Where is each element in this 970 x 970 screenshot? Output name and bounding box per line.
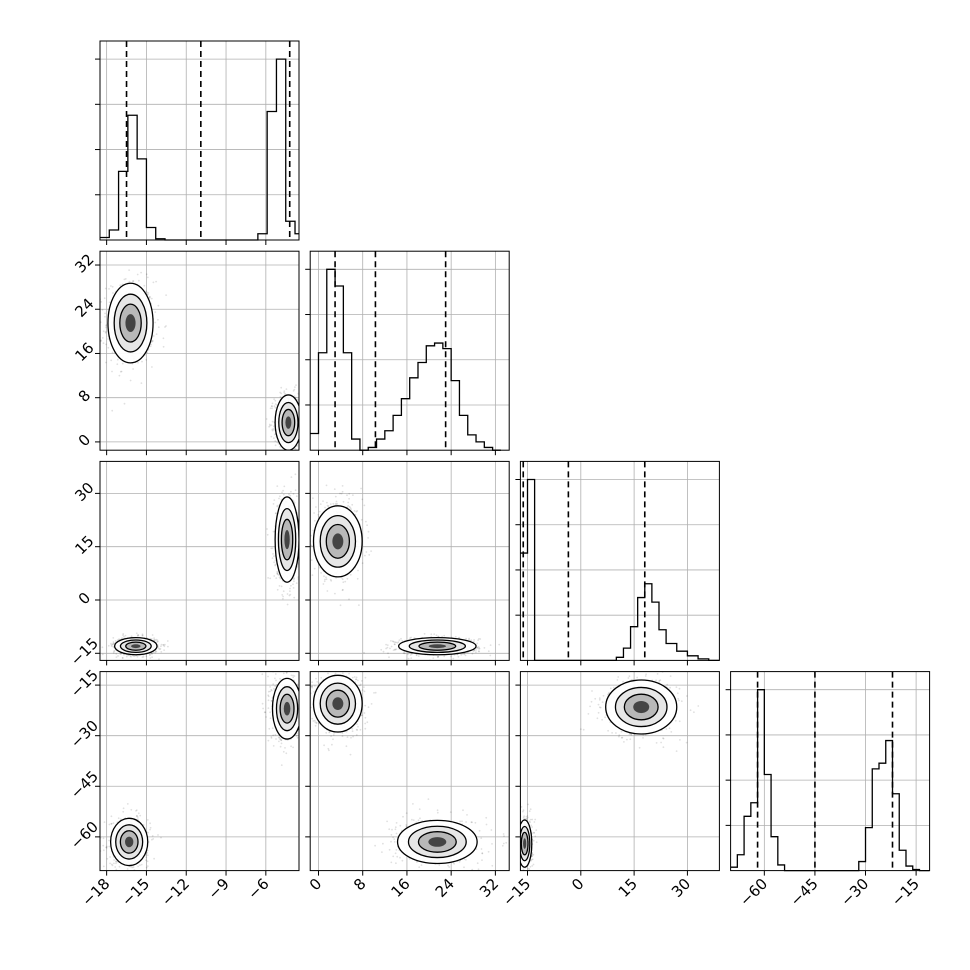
density-contour-3 (125, 314, 136, 333)
density-contour-3 (428, 644, 447, 649)
y-tick-label: −30 (67, 717, 102, 752)
panel-frame (519, 671, 720, 872)
histogram-panel-0 (95, 40, 300, 241)
x-tick-label: 0 (568, 875, 587, 894)
x-tick-label: −30 (837, 875, 872, 910)
x-tick-label: 0 (306, 875, 325, 894)
y-tick-label: −45 (67, 767, 102, 802)
density-contour-3 (633, 700, 650, 714)
density-contour-3 (332, 697, 344, 711)
density-contour-3 (332, 533, 344, 550)
y-tick-label: −15 (67, 666, 102, 701)
panel-frame (309, 671, 510, 872)
density-contour-3 (285, 416, 292, 429)
x-tick-label: −6 (244, 875, 272, 903)
y-tick-label: 16 (71, 339, 97, 365)
x-tick-label: 30 (668, 875, 694, 901)
panel-frame (519, 460, 720, 661)
panel-frame (99, 671, 300, 872)
x-tick-label: −15 (118, 875, 153, 910)
x-tick-label: −12 (158, 875, 193, 910)
y-tick-label: 8 (75, 386, 94, 405)
panel-frame (99, 460, 300, 661)
x-tick-label: 8 (350, 875, 369, 894)
density-contour-3 (284, 529, 290, 550)
histogram-step-1 (310, 268, 501, 451)
x-tick-label: 15 (615, 875, 641, 901)
y-tick-label: 0 (75, 431, 94, 450)
density-contour-3 (125, 836, 134, 848)
x-tick-label: −9 (204, 875, 232, 903)
density-contour-3 (523, 838, 527, 849)
panel-frame (730, 671, 931, 872)
histogram-panel-2 (515, 460, 720, 662)
scatter-panel-3-1 (309, 671, 510, 872)
scatter-panel-2-0 (99, 460, 300, 661)
x-tick-label: 24 (432, 875, 458, 901)
panel-frame (99, 40, 300, 241)
density-contour-3 (283, 701, 291, 716)
y-tick-label: 15 (71, 532, 97, 558)
y-tick-label: −60 (67, 818, 102, 853)
density-contour-3 (131, 644, 141, 649)
x-tick-label: −15 (888, 875, 923, 910)
y-tick-label: −15 (67, 634, 102, 669)
histogram-panel-1 (305, 250, 510, 451)
x-tick-label: −15 (499, 875, 534, 910)
density-contour-3 (428, 837, 447, 847)
y-tick-label: 30 (71, 479, 97, 505)
x-tick-label: 16 (388, 875, 414, 901)
scatter-panel-3-0 (99, 671, 300, 872)
scatter-panel-1-0 (99, 250, 300, 451)
x-tick-label: −45 (787, 875, 822, 910)
histogram-panel-3 (725, 671, 931, 872)
scatter-panel-3-2 (519, 671, 720, 872)
panel-frame (309, 460, 510, 661)
y-tick-label: 0 (75, 589, 94, 608)
y-tick-label: 24 (71, 295, 97, 321)
panel-frame (309, 250, 510, 451)
scatter-panel-2-1 (309, 460, 510, 661)
x-tick-label: −60 (736, 875, 771, 910)
panel-frame (99, 250, 300, 451)
x-tick-label: −18 (78, 875, 113, 910)
y-tick-label: 32 (71, 250, 97, 276)
